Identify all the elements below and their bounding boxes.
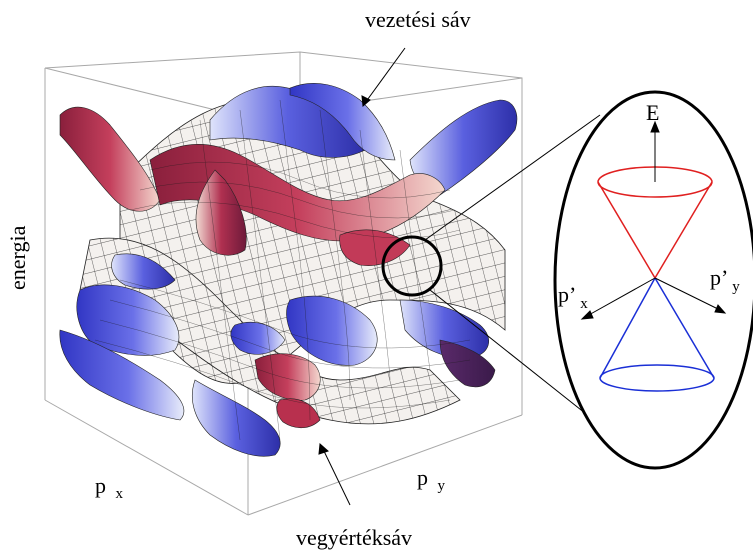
px-axis-label: p x	[95, 473, 124, 502]
valence-band-label: vegyértéksáv	[296, 525, 412, 550]
py-axis-label-sub: y	[438, 478, 446, 494]
label-arrows	[318, 47, 406, 506]
inset-px-prime-label: p’ x	[558, 282, 588, 312]
px-axis-label-main: p	[95, 473, 106, 498]
conduction-band-label: vezetési sáv	[365, 7, 471, 32]
surface-mesh-lines	[94, 99, 471, 441]
inset-py-prime-main: p’	[710, 265, 727, 290]
dirac-cone-inset	[553, 90, 753, 470]
energy-axis-label: energia	[5, 225, 30, 290]
inset-py-prime-sub: y	[732, 279, 740, 295]
inset-py-prime-label: p’ y	[710, 265, 740, 295]
dirac-point-circle	[381, 235, 443, 297]
inset-px-prime-main: p’	[558, 282, 575, 307]
inset-px-prime-sub: x	[580, 296, 588, 312]
py-axis-label: p y	[417, 465, 446, 494]
py-axis-label-main: p	[417, 465, 428, 490]
lower-cone	[599, 277, 715, 392]
inset-energy-label: E	[646, 100, 659, 125]
px-axis-label-sub: x	[116, 486, 124, 502]
inset-axes	[580, 120, 727, 320]
zoom-connector-lines	[424, 114, 601, 426]
